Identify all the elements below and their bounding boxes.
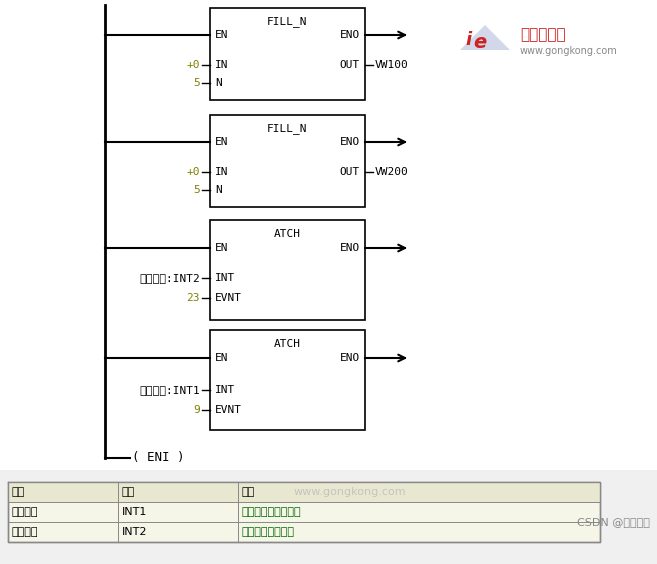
Bar bbox=[210, 115, 365, 207]
Text: IN: IN bbox=[215, 167, 229, 177]
Text: 发送完成中断子程序: 发送完成中断子程序 bbox=[242, 507, 302, 517]
Text: EVNT: EVNT bbox=[215, 293, 242, 303]
Text: EN: EN bbox=[215, 353, 229, 363]
Text: ( ENI ): ( ENI ) bbox=[132, 452, 185, 465]
Text: +0: +0 bbox=[187, 167, 200, 177]
Text: IN: IN bbox=[215, 60, 229, 70]
Text: ENO: ENO bbox=[340, 243, 360, 253]
Text: 符号: 符号 bbox=[12, 487, 25, 497]
Text: www.gongkong.com: www.gongkong.com bbox=[520, 46, 618, 56]
Bar bbox=[8, 482, 600, 542]
Text: 发送完成: 发送完成 bbox=[12, 507, 39, 517]
Text: 发送完成:INT1: 发送完成:INT1 bbox=[139, 385, 200, 395]
Bar bbox=[210, 8, 365, 100]
Text: N: N bbox=[215, 185, 222, 195]
Text: INT: INT bbox=[215, 273, 235, 283]
Text: OUT: OUT bbox=[340, 167, 360, 177]
Text: VW200: VW200 bbox=[375, 167, 409, 177]
Text: 5: 5 bbox=[193, 185, 200, 195]
Text: ATCH: ATCH bbox=[274, 229, 301, 239]
Text: 地址: 地址 bbox=[122, 487, 135, 497]
Text: 23: 23 bbox=[187, 293, 200, 303]
Bar bbox=[0, 0, 657, 470]
Bar bbox=[8, 482, 600, 502]
Text: 接收完成中断程序: 接收完成中断程序 bbox=[242, 527, 295, 537]
Text: INT2: INT2 bbox=[122, 527, 148, 537]
Text: OUT: OUT bbox=[340, 60, 360, 70]
Text: www.gongkong.com: www.gongkong.com bbox=[294, 487, 406, 497]
Text: FILL_N: FILL_N bbox=[267, 16, 307, 28]
Text: ENO: ENO bbox=[340, 30, 360, 40]
Bar bbox=[210, 330, 365, 430]
Text: ENO: ENO bbox=[340, 137, 360, 147]
Text: 9: 9 bbox=[193, 405, 200, 415]
Text: +0: +0 bbox=[187, 60, 200, 70]
Text: ATCH: ATCH bbox=[274, 339, 301, 349]
Text: INT1: INT1 bbox=[122, 507, 147, 517]
Text: EVNT: EVNT bbox=[215, 405, 242, 415]
Text: 5: 5 bbox=[193, 78, 200, 88]
Text: VW100: VW100 bbox=[375, 60, 409, 70]
Text: 接收完成: 接收完成 bbox=[12, 527, 39, 537]
Text: 注释: 注释 bbox=[242, 487, 256, 497]
Text: e: e bbox=[474, 33, 487, 52]
Text: INT: INT bbox=[215, 385, 235, 395]
Text: EN: EN bbox=[215, 137, 229, 147]
Text: i: i bbox=[465, 31, 471, 49]
Text: 接收完成:INT2: 接收完成:INT2 bbox=[139, 273, 200, 283]
Polygon shape bbox=[460, 25, 510, 50]
Text: FILL_N: FILL_N bbox=[267, 124, 307, 134]
Text: CSDN @王控老马: CSDN @王控老马 bbox=[577, 517, 650, 527]
Bar bbox=[210, 220, 365, 320]
Text: N: N bbox=[215, 78, 222, 88]
Text: 中国工控网: 中国工控网 bbox=[520, 28, 566, 42]
Text: EN: EN bbox=[215, 30, 229, 40]
Text: EN: EN bbox=[215, 243, 229, 253]
Text: ENO: ENO bbox=[340, 353, 360, 363]
